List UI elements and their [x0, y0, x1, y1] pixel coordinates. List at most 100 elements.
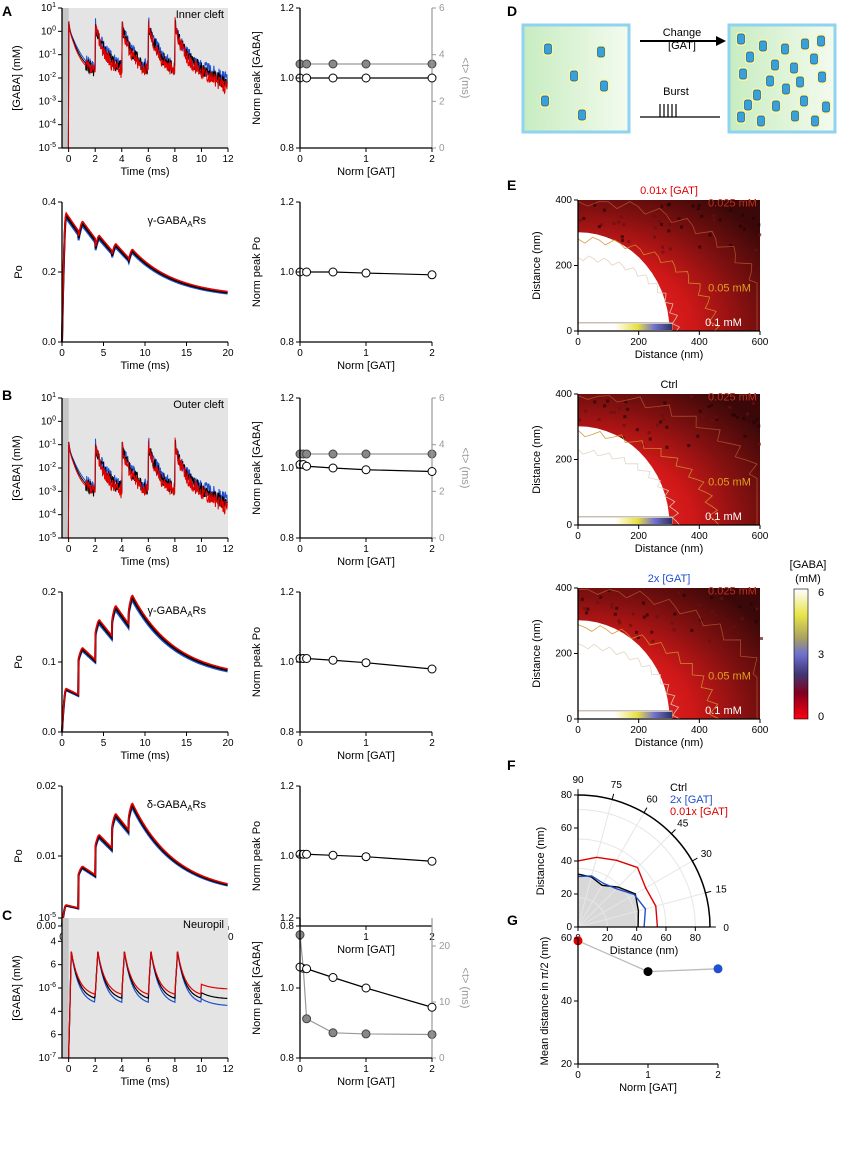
y-tick-label: 1.0 — [280, 851, 294, 862]
chart-title: γ-GABAARs — [147, 605, 206, 619]
x-tick-label: 40 — [631, 933, 643, 944]
point-norm — [302, 964, 312, 974]
point-mean — [713, 964, 723, 974]
noise-pixel — [627, 240, 631, 244]
right-tick-label: 4 — [439, 440, 445, 451]
contour-label: 0.05 mM — [708, 283, 751, 295]
noise-pixel — [624, 400, 628, 404]
x-tick-label: 6 — [146, 544, 152, 555]
right-tick-label: 0 — [439, 1053, 445, 1064]
cleft-gradient — [614, 711, 673, 719]
x-tick-label: 12 — [222, 1064, 234, 1075]
x-tick-label: 400 — [691, 725, 708, 736]
chart-C_trace: 0 2 4 6 8 10 12 10-7 6 4 10-6 6 4 10-5 Time (ms) [GABA]… — [11, 912, 234, 1088]
noise-pixel — [656, 423, 660, 427]
point-norm — [302, 654, 312, 663]
right-tick-label: 20 — [439, 941, 451, 952]
noise-pixel — [715, 628, 719, 632]
noise-pixel — [599, 595, 603, 599]
noise-pixel — [665, 445, 669, 449]
noise-pixel — [625, 593, 629, 597]
heatmap-title: 2x [GAT] — [648, 573, 691, 585]
noise-pixel — [746, 412, 750, 416]
y-tick-label: 0.2 — [42, 587, 56, 598]
noise-pixel — [721, 589, 725, 593]
noise-pixel — [755, 607, 759, 611]
contour-line — [577, 201, 758, 331]
y-tick-label: 0.4 — [42, 197, 56, 208]
trace-0p01x-gat — [61, 594, 228, 733]
x-tick-label: 0 — [66, 154, 72, 165]
noise-pixel — [653, 226, 657, 230]
x-axis-label: Norm [GAT] — [619, 1082, 677, 1094]
noise-pixel — [623, 415, 627, 419]
right-axis-label: <t> (ms) — [459, 448, 471, 489]
x-axis-label: Time (ms) — [120, 556, 169, 568]
point-norm — [361, 983, 371, 993]
x-tick-label: 0 — [59, 348, 65, 359]
noise-pixel — [731, 413, 735, 417]
noise-pixel — [738, 605, 742, 609]
y-tick-label: 0 — [566, 520, 572, 531]
noise-pixel — [736, 416, 740, 420]
y-tick-label: 400 — [555, 583, 572, 594]
y-tick-label: 0.00 — [37, 921, 57, 932]
grid-spoke — [577, 892, 706, 928]
x-axis-label: Norm [GAT] — [337, 360, 395, 372]
point-tau — [361, 59, 371, 69]
transporter-icon — [790, 62, 798, 74]
x-tick-label: 2 — [429, 348, 435, 359]
y-tick-label: 0 — [566, 326, 572, 337]
y-tick-label: 200 — [555, 455, 572, 466]
y-tick-label: 400 — [555, 389, 572, 400]
y-tick-label: 4 — [50, 1006, 56, 1017]
x-tick-label: 1 — [363, 932, 369, 943]
noise-pixel — [728, 627, 732, 631]
y-tick-label: 1.0 — [280, 267, 294, 278]
chart-A_po_norm: 0 1 2 0.8 1.0 1.2 Norm [GAT] Norm peak Po — [251, 197, 437, 372]
noise-pixel — [738, 224, 742, 228]
x-tick-label: 0 — [297, 154, 303, 165]
angle-tick — [611, 793, 615, 800]
noise-pixel — [726, 396, 730, 400]
x-tick-label: 0 — [297, 1064, 303, 1075]
heatmap-title: 0.01x [GAT] — [640, 185, 698, 197]
y-tick-label: 60 — [561, 933, 573, 944]
panel-letter-a: A — [2, 3, 12, 19]
y-tick-label: 20 — [561, 1059, 573, 1070]
contour-line — [577, 624, 720, 720]
point-tau — [328, 449, 338, 459]
terminal-disc — [577, 426, 670, 526]
noise-pixel — [687, 221, 691, 225]
chart-title: Neuropil — [183, 919, 224, 931]
x-tick-label: 2 — [92, 154, 98, 165]
noise-pixel — [631, 612, 635, 616]
y-tick-label: 1.0 — [280, 463, 294, 474]
colorbar-fill — [793, 588, 809, 720]
point-tau — [328, 1028, 338, 1038]
contour-line — [577, 236, 720, 332]
change-arrow-head — [716, 36, 726, 46]
contour-line — [577, 395, 758, 525]
angle-tick-label: 75 — [611, 780, 623, 791]
panel-letter-f: F — [507, 757, 516, 773]
y-axis-label: Norm peak [GABA] — [251, 421, 263, 515]
transporter-icon — [744, 99, 752, 111]
y-tick-label: 1.2 — [280, 587, 294, 598]
noise-pixel — [698, 409, 702, 413]
noise-pixel — [642, 615, 646, 619]
x-tick-label: 10 — [139, 348, 151, 359]
diagram-d: Change [GAT] Burst — [521, 23, 837, 134]
point-norm — [328, 655, 338, 665]
y-axis-label: Po — [13, 655, 25, 668]
terminal-disc — [577, 232, 670, 332]
noise-pixel — [726, 434, 730, 438]
right-tick-label: 6 — [439, 3, 445, 14]
transporter-icon — [818, 71, 826, 83]
angle-tick — [705, 890, 712, 894]
noise-pixel — [636, 635, 640, 639]
noise-pixel — [707, 405, 711, 409]
noise-pixel — [757, 424, 761, 428]
noise-pixel — [603, 404, 607, 408]
gat-label: [GAT] — [668, 40, 696, 52]
